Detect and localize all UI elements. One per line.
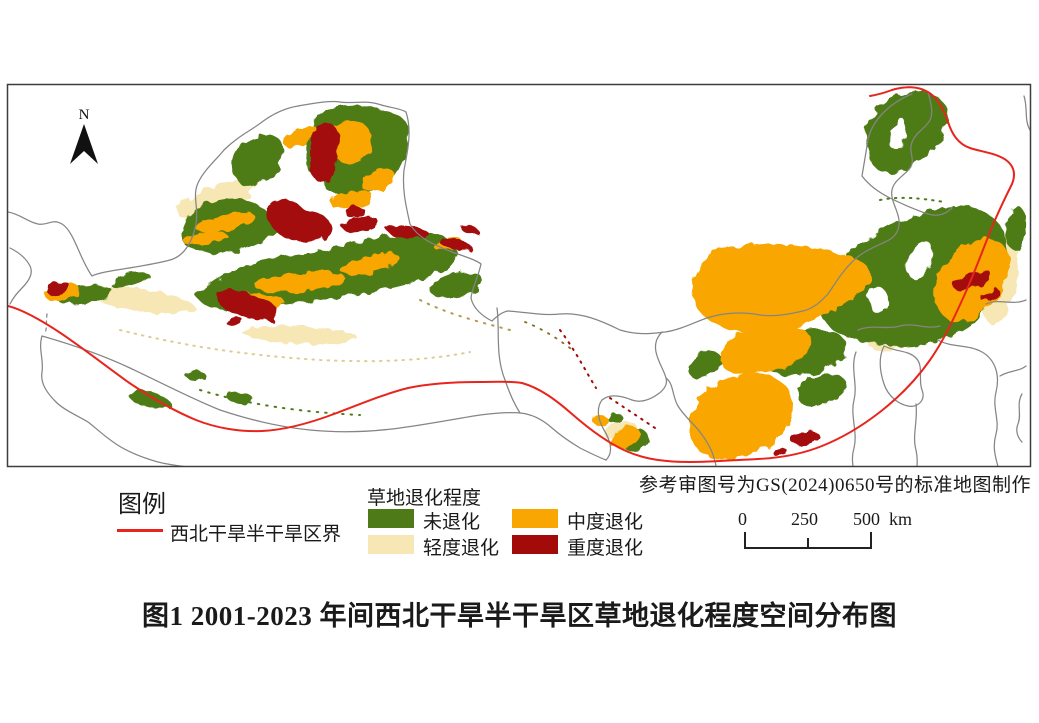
arid-region-boundary-line: [8, 86, 1015, 464]
scale-tick-0: 0: [738, 509, 747, 529]
north-arrow-icon: [70, 124, 98, 164]
province-borders: [8, 91, 1030, 466]
scale-tick-500: 500: [853, 509, 880, 529]
legend-label-moderate: 中度退化: [567, 512, 644, 533]
scale-unit: km: [889, 509, 913, 529]
boundary-legend-line: [117, 529, 163, 532]
degradation-layer-none: [57, 91, 1027, 451]
map-attribution: 参考审图号为GS(2024)0650号的标准地图制作: [639, 475, 1031, 496]
legend-label-none: 未退化: [423, 512, 481, 533]
north-arrow: N: [70, 107, 98, 164]
north-arrow-label: N: [79, 107, 90, 123]
scale-bar: [744, 532, 872, 549]
legend-swatch-light: [368, 535, 414, 554]
legend-title: 图例: [118, 492, 166, 518]
scale-bar-mid-tick: [807, 538, 809, 547]
degradation-legend-title: 草地退化程度: [367, 488, 482, 509]
legend-swatch-severe: [512, 535, 558, 554]
map-frame: [6, 83, 1032, 468]
legend-label-severe: 重度退化: [567, 538, 644, 559]
speckle-dots: [119, 196, 945, 429]
legend-label-light: 轻度退化: [423, 538, 500, 559]
legend-swatch-moderate: [512, 509, 558, 528]
degradation-layer-severe: [46, 123, 999, 456]
scale-tick-250: 250: [791, 509, 818, 529]
legend-swatch-none: [368, 509, 414, 528]
boundary-legend-label: 西北干旱半干旱区界: [170, 524, 342, 545]
figure-caption: 图1 2001-2023 年间西北干旱半干旱区草地退化程度空间分布图: [142, 601, 897, 631]
